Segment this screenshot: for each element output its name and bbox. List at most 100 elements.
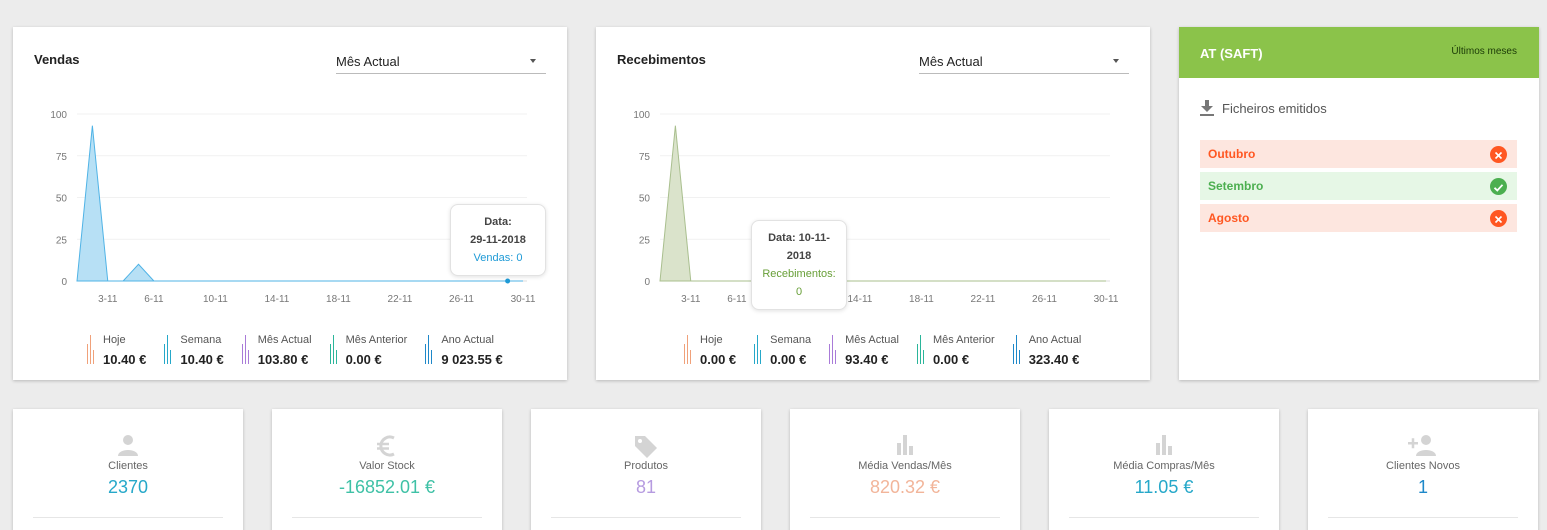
tooltip-date: 29-11-2018	[470, 234, 526, 246]
error-circle-icon	[1490, 210, 1507, 227]
y-tick-label: 50	[639, 194, 651, 205]
sales-card: Vendas Mês Actual 0 25 50 75 100 3-11 6-11 10-1…	[13, 27, 567, 380]
series-area	[659, 125, 1106, 282]
receipts-stats: Hoje 0.00 € Semana 0.00 € Mês Actual 93.40 € M…	[682, 333, 1097, 367]
tag-icon	[531, 433, 761, 459]
kpi-value: -16852.01 €	[338, 477, 436, 497]
saft-header: AT (SAFT) Últimos meses	[1179, 27, 1539, 78]
series-area	[76, 125, 523, 282]
sales-stat: Ano Actual 9 023.55 €	[423, 333, 503, 367]
receipts-stat: Ano Actual 323.40 €	[1011, 333, 1081, 367]
saft-month-row[interactable]: Agosto	[1200, 204, 1517, 232]
sales-stat: Mês Anterior 0.00 €	[328, 333, 408, 367]
sales-title: Vendas	[34, 52, 80, 67]
kpi-card[interactable]: Média Vendas/Mês 820.32 €	[790, 409, 1020, 530]
saft-month-row[interactable]: Setembro	[1200, 172, 1517, 200]
receipts-chart-tooltip: Data: 10-11-2018 Recebimentos: 0	[751, 220, 847, 310]
tooltip-value: Recebimentos: 0	[762, 268, 836, 298]
sales-stat: Semana 10.40 €	[162, 333, 224, 367]
download-icon	[1200, 100, 1214, 116]
sales-stat: Mês Actual 103.80 €	[240, 333, 312, 367]
kpi-value: 2370	[107, 477, 149, 497]
y-tick-label: 75	[56, 152, 68, 163]
y-tick-label: 25	[56, 235, 68, 246]
tooltip-head: Data:	[484, 216, 512, 228]
error-circle-icon	[1490, 146, 1507, 163]
y-tick-label: 50	[56, 194, 68, 205]
receipts-stat: Semana 0.00 €	[752, 333, 811, 367]
x-tick-label: 18-11	[909, 294, 934, 305]
stat-label: Semana	[180, 334, 222, 346]
x-tick-label: 22-11	[388, 294, 413, 305]
kpi-card[interactable]: Clientes 2370	[13, 409, 243, 530]
y-tick-label: 0	[644, 277, 650, 288]
check-circle-icon	[1490, 178, 1507, 195]
stat-label: Semana	[770, 334, 812, 346]
x-tick-label: 26-11	[1032, 294, 1057, 305]
saft-card: AT (SAFT) Últimos meses Ficheiros emitid…	[1179, 27, 1539, 380]
kpi-card[interactable]: Valor Stock -16852.01 €	[272, 409, 502, 530]
sales-stat: Hoje 10.40 €	[85, 333, 146, 367]
mini-bars-icon	[240, 335, 252, 364]
kpi-label: Média Compras/Mês	[1113, 460, 1215, 472]
mini-bars-icon	[1011, 335, 1023, 364]
receipts-period-select[interactable]: Mês Actual	[919, 53, 1129, 74]
saft-title: AT (SAFT)	[1200, 46, 1263, 61]
receipts-card: Recebimentos Mês Actual 0 25 50 75 100 3-11 6-…	[596, 27, 1150, 380]
stat-value: 103.80 €	[257, 352, 309, 367]
kpi-divider	[551, 517, 741, 518]
chevron-down-icon	[1113, 59, 1119, 63]
mini-bars-icon	[328, 335, 340, 364]
stat-value: 10.40 €	[103, 352, 147, 367]
x-tick-label: 22-11	[971, 294, 996, 305]
kpi-value: 820.32 €	[869, 477, 941, 497]
kpi-card[interactable]: Média Compras/Mês 11.05 €	[1049, 409, 1279, 530]
stat-label: Mês Anterior	[345, 334, 408, 346]
tooltip-head: Data: 10-11-2018	[768, 232, 830, 262]
kpi-value: 81	[635, 477, 657, 497]
stat-value: 0.00 €	[770, 352, 807, 367]
receipts-period-value: Mês Actual	[919, 54, 983, 69]
euro-icon	[272, 433, 502, 459]
saft-month-row[interactable]: Outubro	[1200, 140, 1517, 168]
stat-value: 0.00 €	[932, 352, 970, 367]
stat-label: Mês Actual	[845, 334, 899, 346]
issued-files-row: Ficheiros emitidos	[1200, 100, 1327, 116]
data-point[interactable]	[505, 278, 511, 284]
kpi-divider	[33, 517, 223, 518]
mini-bars-icon	[682, 335, 694, 364]
kpi-card[interactable]: Clientes Novos 1	[1308, 409, 1538, 530]
stat-label: Mês Actual	[257, 334, 312, 346]
kpi-value: 1	[1417, 477, 1428, 497]
kpi-label: Clientes Novos	[1386, 460, 1460, 472]
tooltip-value: Vendas: 0	[473, 252, 523, 264]
y-tick-label: 0	[61, 277, 67, 288]
sales-period-select[interactable]: Mês Actual	[336, 53, 546, 74]
x-tick-label: 14-11	[265, 294, 290, 305]
x-tick-label: 6-11	[144, 294, 164, 305]
sales-period-value: Mês Actual	[336, 54, 400, 69]
kpi-label: Valor Stock	[359, 460, 415, 472]
stat-label: Hoje	[103, 334, 126, 346]
stat-value: 9 023.55 €	[441, 352, 503, 367]
receipts-stat: Mês Actual 93.40 €	[827, 333, 899, 367]
sales-stats: Hoje 10.40 € Semana 10.40 € Mês Actual 103.80…	[85, 333, 519, 367]
x-tick-label: 26-11	[449, 294, 474, 305]
kpi-divider	[292, 517, 482, 518]
saft-month-label: Setembro	[1208, 179, 1264, 193]
kpi-card[interactable]: Produtos 81	[531, 409, 761, 530]
receipts-title: Recebimentos	[617, 52, 706, 67]
kpi-label: Clientes	[108, 460, 148, 472]
receipts-stat: Hoje 0.00 €	[682, 333, 736, 367]
stat-value: 0.00 €	[345, 352, 382, 367]
kpi-label: Média Vendas/Mês	[858, 460, 952, 472]
y-tick-label: 25	[639, 235, 651, 246]
stat-value: 0.00 €	[700, 352, 737, 367]
x-tick-label: 30-11	[1094, 294, 1119, 305]
saft-month-label: Agosto	[1208, 211, 1250, 225]
kpi-divider	[1328, 517, 1518, 518]
chevron-down-icon	[530, 59, 536, 63]
kpi-divider	[810, 517, 1000, 518]
saft-month-label: Outubro	[1208, 147, 1256, 161]
y-tick-label: 100	[633, 110, 650, 121]
